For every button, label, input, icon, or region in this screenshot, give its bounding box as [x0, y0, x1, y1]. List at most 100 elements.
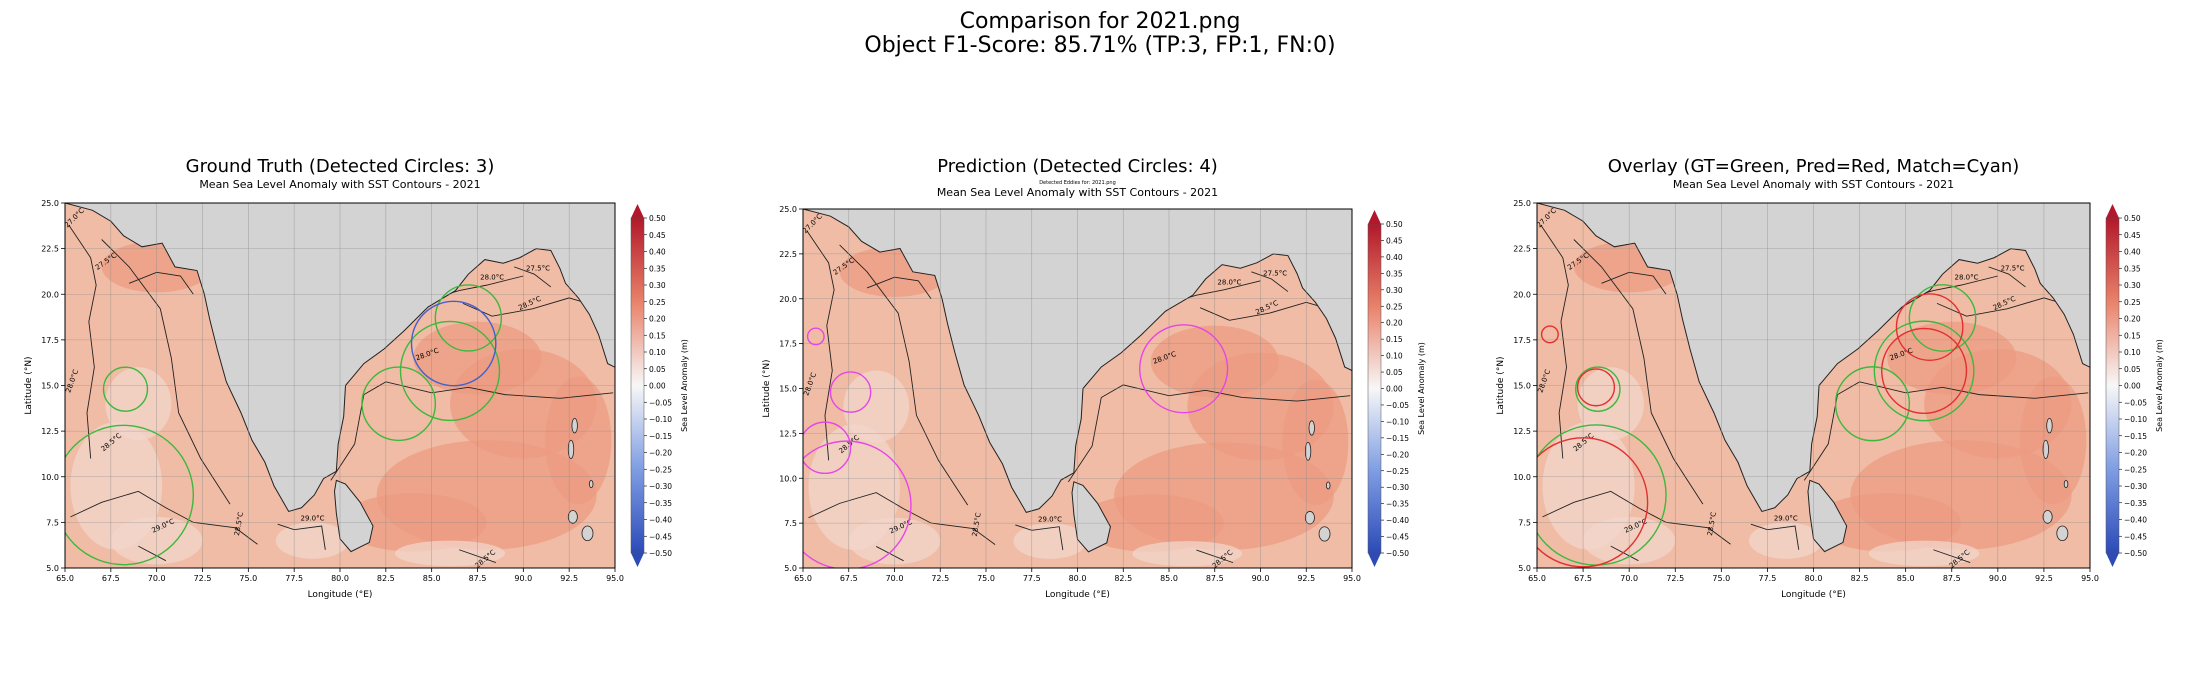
sst-contour	[70, 490, 258, 545]
x-axis-label: Longitude (°E)	[1045, 590, 1110, 600]
colorbar-tick-label: 0.25	[1386, 302, 1403, 311]
overlay-gt-circle	[1834, 366, 1911, 442]
sla-cool-patch	[105, 367, 172, 441]
sst-contour	[1601, 271, 1667, 295]
colorbar: 0.50 0.45 0.40 0.35 0.30 0.25 0.20 0.15 0.10 0.05…	[630, 204, 689, 567]
sst-contour	[101, 239, 231, 505]
x-tick-label: 92.5	[1297, 574, 1315, 583]
y-tick-label: 15.0	[1513, 382, 1531, 391]
island	[588, 479, 594, 489]
colorbar-tick-label: −0.10	[1386, 417, 1409, 426]
sst-contour	[875, 546, 904, 562]
colorbar-tick-label: 0.15	[2124, 331, 2141, 340]
sla-cool-patch	[843, 370, 910, 443]
colorbar-tick-label: −0.35	[2124, 499, 2147, 508]
x-tick-label: 77.5	[285, 574, 303, 583]
y-tick-label: 5.0	[46, 564, 59, 573]
y-tick-label: 25.0	[41, 199, 59, 208]
x-tick-label: 75.0	[1712, 574, 1730, 583]
colorbar-tick-label: −0.20	[1386, 450, 1409, 459]
sst-contour	[138, 545, 167, 562]
y-axis-label: Latitude (°N)	[24, 356, 34, 414]
x-tick-label: 85.0	[423, 574, 441, 583]
y-tick-label: 12.5	[1513, 427, 1531, 436]
colorbar-tick-label: 0.15	[649, 331, 666, 340]
colorbar-tick-label: −0.30	[1386, 483, 1409, 492]
colorbar-tick-label: 0.30	[2124, 281, 2141, 290]
sst-contour	[68, 224, 97, 459]
x-tick-label: 67.5	[840, 574, 858, 583]
gt-circle	[65, 424, 195, 566]
sla-cool-patch	[808, 424, 900, 551]
sla-warm-patch	[1282, 379, 1349, 506]
sst-contour	[1988, 266, 2026, 288]
colorbar-tick-label: 0.25	[649, 298, 666, 307]
x-tick-label: 70.0	[148, 574, 166, 583]
sst-contour	[806, 230, 835, 461]
y-tick-label: 20.0	[779, 295, 797, 304]
island	[571, 417, 578, 434]
colorbar-tick-label: 0.00	[1386, 385, 1403, 394]
x-tick-label: 82.5	[1114, 574, 1132, 583]
sst-contour	[839, 244, 969, 506]
y-tick-label: 15.0	[41, 382, 59, 391]
colorbar-tick-label: −0.05	[2124, 398, 2147, 407]
contour-label: 27.5°C	[2001, 265, 2025, 273]
colorbar-tick-label: 0.35	[1386, 269, 1403, 278]
x-tick-label: 82.5	[377, 574, 395, 583]
gt-circle	[399, 320, 501, 422]
y-tick-label: 20.0	[1513, 290, 1531, 299]
x-tick-label: 95.0	[2081, 574, 2099, 583]
colorbar-tick-label: 0.40	[649, 248, 666, 257]
colorbar-bar	[630, 217, 645, 554]
colorbar-tick-label: −0.35	[1386, 500, 1409, 509]
sla-cool-patch	[70, 422, 163, 550]
colorbar-tick-label: −0.35	[649, 499, 672, 508]
y-tick-label: 15.0	[779, 385, 797, 394]
sla-cool-patch	[1542, 422, 1635, 550]
sst-contour	[1251, 271, 1289, 292]
x-tick-label: 72.5	[931, 574, 949, 583]
contour-label: 28.0°C	[480, 274, 504, 282]
sla-warm-patch	[545, 376, 612, 505]
overlay-pred-circle	[1540, 325, 1559, 344]
island	[2042, 439, 2049, 459]
contour-label: 28.0°C	[1217, 278, 1241, 286]
colorbar-tick-label: 0.05	[649, 365, 666, 374]
colorbar-tick-label: 0.20	[2124, 315, 2141, 324]
figure-title: Comparison for 2021.png Object F1-Score:…	[0, 10, 2200, 58]
colorbar-tick-label: −0.50	[649, 549, 672, 558]
map-panel-1: Ground Truth (Detected Circles: 3)Mean S…	[24, 156, 689, 600]
colorbar-tick-label: 0.25	[2124, 298, 2141, 307]
gt-circle	[434, 284, 503, 352]
colorbar-tick-label: −0.05	[649, 398, 672, 407]
sla-warm-patch	[2019, 376, 2087, 505]
island	[2063, 479, 2069, 489]
y-tick-label: 22.5	[779, 250, 797, 259]
island	[567, 510, 578, 524]
colorbar-tick-label: −0.20	[2124, 449, 2147, 458]
contour-label: 27.5°C	[1263, 269, 1287, 277]
x-tick-label: 90.0	[1252, 574, 1270, 583]
colorbar-extend-low	[1368, 553, 1381, 567]
y-tick-label: 22.5	[41, 245, 59, 254]
island	[1325, 481, 1331, 490]
colorbar-tick-label: −0.45	[1386, 533, 1409, 542]
x-tick-label: 67.5	[102, 574, 120, 583]
x-tick-label: 65.0	[56, 574, 74, 583]
panel-title: Prediction (Detected Circles: 4)	[937, 156, 1218, 177]
y-tick-label: 25.0	[779, 205, 797, 214]
sri-lanka	[333, 479, 374, 553]
sst-contour	[808, 492, 996, 546]
y-axis-label: Latitude (°N)	[762, 359, 772, 417]
map-area: 27.0°C27.5°C28.0°C28.5°C28.0°C29.0°C 28.5…	[1537, 203, 2090, 568]
colorbar-tick-label: 0.10	[649, 348, 666, 357]
x-tick-label: 70.0	[1620, 574, 1638, 583]
colorbar-tick-label: −0.10	[649, 415, 672, 424]
colorbar-tick-label: 0.40	[1386, 253, 1403, 262]
x-tick-label: 70.0	[886, 574, 904, 583]
colorbar-tick-label: −0.40	[1386, 516, 1409, 525]
island	[1304, 441, 1312, 461]
colorbar-tick-label: 0.30	[649, 281, 666, 290]
